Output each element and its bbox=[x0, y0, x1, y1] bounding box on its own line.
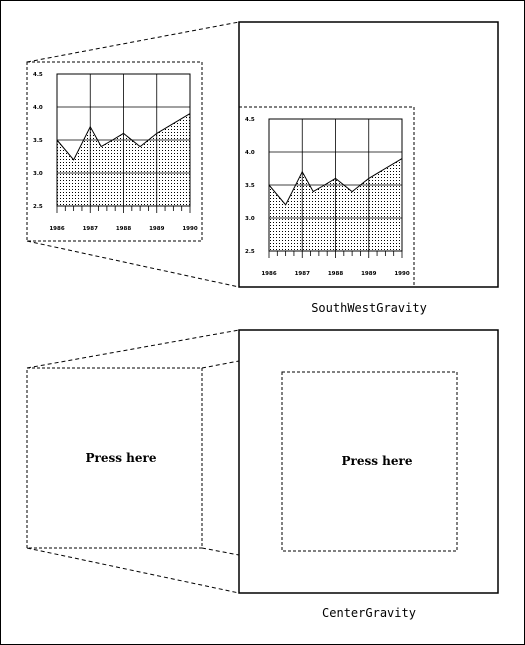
chart-y-tick-label: 3.0 bbox=[33, 171, 43, 177]
chart-x-tick-label: 1987 bbox=[83, 226, 98, 232]
center-projection-lines bbox=[26, 329, 240, 594]
southwest-projection-lines bbox=[26, 21, 240, 288]
chart-y-tick-label: 3.5 bbox=[33, 138, 43, 144]
center-gravity-label: CenterGravity bbox=[322, 606, 416, 620]
chart-series-line bbox=[56, 113, 191, 161]
chart-x-tick-label: 1990 bbox=[394, 271, 409, 277]
chart-y-tick-label: 4.5 bbox=[33, 72, 43, 78]
chart-y-tick-label: 3.5 bbox=[245, 183, 255, 189]
southwest-placed-box bbox=[238, 106, 415, 288]
chart-y-tick-label: 4.0 bbox=[33, 105, 43, 111]
center-panel: Press here Press here CenterGravity bbox=[26, 329, 499, 620]
chart-x-tick-label: 1986 bbox=[261, 271, 276, 277]
southwest-gravity-label: SouthWestGravity bbox=[311, 301, 427, 315]
chart-x-tick-label: 1989 bbox=[361, 271, 376, 277]
chart-series-line bbox=[268, 158, 403, 206]
southwest-panel: 2.5 3.0 3.5 4.0 4.5 1986 1987 1988 1989 1990 2.5 3… bbox=[26, 21, 499, 315]
chart-y-tick-label: 4.0 bbox=[245, 150, 255, 156]
center-target-window bbox=[238, 329, 499, 594]
source-chart[interactable]: 2.5 3.0 3.5 4.0 4.5 1986 1987 1988 1989 1990 bbox=[33, 72, 198, 232]
chart-y-tick-label: 4.5 bbox=[245, 117, 255, 123]
center-source-button-label[interactable]: Press here bbox=[86, 451, 157, 465]
chart-y-tick-label: 2.5 bbox=[245, 249, 255, 255]
chart-x-tick-label: 1986 bbox=[49, 226, 64, 232]
placed-chart[interactable]: 2.5 3.0 3.5 4.0 4.5 1986 1987 1988 1989 1990 bbox=[245, 117, 410, 277]
center-source-box[interactable] bbox=[26, 367, 203, 549]
chart-x-tick-label: 1990 bbox=[182, 226, 197, 232]
chart-x-tick-label: 1989 bbox=[149, 226, 164, 232]
southwest-source-box bbox=[26, 61, 203, 242]
chart-x-tick-label: 1988 bbox=[328, 271, 343, 277]
center-placed-box[interactable] bbox=[281, 371, 458, 552]
chart-x-tick-label: 1988 bbox=[116, 226, 131, 232]
chart-x-tick-label: 1987 bbox=[295, 271, 310, 277]
center-placed-button-label[interactable]: Press here bbox=[342, 454, 413, 468]
chart-y-tick-label: 3.0 bbox=[245, 216, 255, 222]
chart-y-tick-label: 2.5 bbox=[33, 204, 43, 210]
